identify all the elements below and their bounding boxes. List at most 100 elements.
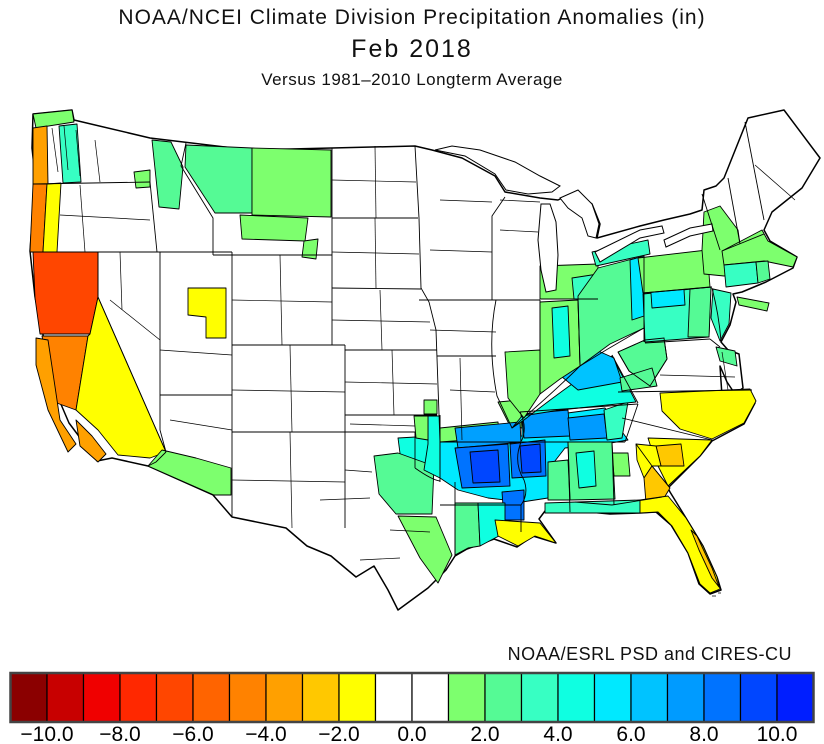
division-border-line [374,145,377,219]
division-border-line [499,199,541,203]
state-border-line [180,142,214,255]
region-il-south [504,349,541,419]
colorbar-cell-11 [411,672,450,723]
division-border-line [279,254,283,346]
state-border-line [149,181,158,253]
region-va-southwest [619,367,658,392]
colorbar-cell-10 [374,672,413,723]
region-ar-core [469,449,501,484]
division-border-line [51,127,59,173]
division-border-line [159,349,233,356]
colorbar-cell-21 [776,672,815,723]
division-border-line [344,469,373,473]
region-ga-west [611,452,631,477]
region-long-island [736,296,770,312]
colorbar-tick-label: 2.0 [470,723,499,744]
region-fl-peninsula [639,495,721,594]
region-ks-southeast [423,399,438,415]
state-border-line [727,177,741,245]
colorbar-cell-19 [703,672,742,723]
division-border-line [331,319,431,323]
region-pa-east [687,286,712,338]
region-ca-central-coast [35,337,77,453]
state-border-line [624,403,639,443]
state-border-line [159,395,167,453]
region-ri-state [755,260,771,284]
colorbar-cell-7 [265,672,304,723]
division-border-line [231,479,346,483]
region-in-west [551,305,571,359]
region-ms-delta-core [519,443,542,474]
state-border-line [331,287,422,290]
us-climate-division-map [29,109,821,611]
colorbar-tick-label: −8.0 [99,723,140,744]
region-wa-nw-coast [32,109,75,129]
region-id-panhandle [151,139,184,210]
lake-huron [559,189,600,239]
state-border-line [621,417,713,441]
region-ut-northeast [187,287,227,339]
region-ok-northeast [413,415,429,441]
region-mt-south [239,214,309,242]
division-border-line [231,389,346,393]
region-tn-east [603,401,629,441]
region-tn-middle [567,413,608,441]
region-ct-state [723,261,759,288]
division-border-line [75,129,81,177]
division-border-line [231,299,333,303]
state-border-line [617,389,753,393]
region-mt-southeast [301,238,319,260]
division-border-line [319,497,371,501]
region-nc-coastal [659,388,757,440]
division-border-line [439,199,493,203]
division-border-line [379,289,383,351]
attribution-text: NOAA/ESRL PSD and CIRES-CU [507,644,792,664]
chart-titles: NOAA/NCEI Climate Division Precipitation… [0,0,824,90]
state-border-line [567,441,571,513]
division-border-line [499,229,539,233]
state-border-line [491,299,513,429]
colorbar-cell-9 [338,672,377,723]
division-border-line [449,389,496,393]
region-az-southwest [147,449,232,496]
state-border-line [414,467,441,482]
region-la-west [454,502,481,556]
state-border-line [519,403,639,413]
colorbar-tick-label: 6.0 [616,723,645,744]
region-wa-northeast [133,169,151,189]
region-nj-state [710,288,732,342]
division-border-line [359,557,401,561]
region-ca-south-coast [75,419,107,463]
state-border-line [642,286,713,294]
colorbar-tick-label: 10.0 [757,723,798,744]
state-border-line [701,193,721,251]
state-border-line [611,496,663,506]
colorbar-tick-label: 0.0 [397,723,426,744]
division-border-line [109,299,161,341]
colorbar-tick-label: 4.0 [543,723,572,744]
colorbar-cell-17 [630,672,669,723]
colorbar-cell-16 [593,672,632,723]
state-border-line [617,337,668,387]
division-border-line [119,251,123,311]
division-border-line [63,125,69,171]
division-border-line [754,164,796,201]
region-tx-east [373,452,435,515]
division-border-line [659,374,736,378]
colorbar-tick-label: −6.0 [172,723,213,744]
anomaly-colorbar: −10.0 −8.0 −6.0 −4.0 −2.0 0.0 2.0 4.0 6.0 8.0 10.0 [9,671,815,744]
state-border-line [644,338,711,344]
colorbar-cell-1 [46,672,85,723]
colorbar-cell-13 [484,672,523,723]
colorbar-cell-0 [9,672,48,723]
lake-ontario [663,223,714,248]
colorbar-cell-5 [192,672,231,723]
colorbar-cell-18 [666,672,705,723]
region-ny-southern-tier [637,249,711,294]
colorbar-cell-14 [520,672,559,723]
division-border-line [349,423,416,427]
state-border-line [511,327,645,429]
colorbar-cell-12 [447,672,486,723]
